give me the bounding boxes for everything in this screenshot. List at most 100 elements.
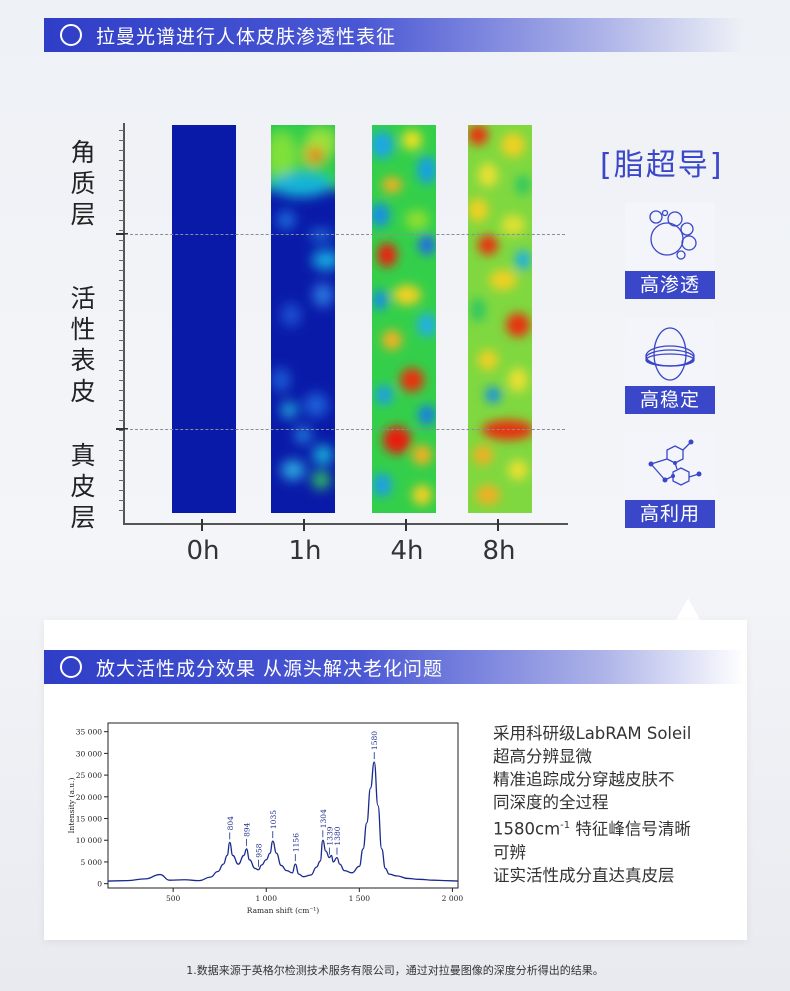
time-axis — [123, 523, 568, 525]
time-label: 1h — [288, 536, 322, 566]
section-banner: 放大活性成分效果 从源头解决老化问题 — [44, 650, 744, 684]
minor-tick — [119, 220, 124, 221]
minor-tick — [119, 170, 124, 171]
peak-label: 1035 — [269, 810, 278, 829]
layer-label-viable-epidermis: 活性表皮 — [70, 284, 96, 406]
y-tick-label: 30 000 — [76, 749, 102, 758]
minor-tick — [119, 400, 124, 401]
description-line: 采用科研级LabRAM Soleil — [493, 724, 692, 743]
peak-label: 804 — [226, 816, 235, 831]
time-label: 8h — [482, 536, 516, 566]
minor-tick — [119, 190, 124, 191]
minor-tick — [119, 300, 124, 301]
minor-tick — [119, 410, 124, 411]
minor-tick — [119, 340, 124, 341]
minor-tick — [119, 390, 124, 391]
raman-spectrum-svg: 0 5 000 10 000 15 000 20 000 25 000 30 000 35 0… — [67, 722, 464, 915]
minor-tick — [119, 150, 124, 151]
description-line: 1580cm-1 特征峰信号清晰 — [493, 819, 691, 839]
description-line: 可辨 — [493, 842, 526, 862]
x-tick-label: 1 000 — [256, 894, 278, 903]
heatmap-8h — [468, 125, 532, 513]
y-tick-label: 5 000 — [81, 858, 103, 867]
peak-label: 1380 — [333, 826, 342, 845]
heatmap-4h — [372, 125, 436, 513]
minor-tick — [119, 280, 124, 281]
y-tick-label: 20 000 — [76, 793, 102, 802]
time-label: 4h — [390, 536, 424, 566]
x-axis-label: Raman shift (cm⁻¹) — [247, 906, 320, 915]
peak-label: 1156 — [291, 833, 300, 852]
minor-tick — [119, 180, 124, 181]
bubbles-icon — [649, 209, 697, 260]
peak-label: 894 — [243, 822, 252, 837]
feature-card-penetration: 高渗透 — [625, 203, 715, 299]
time-tick — [201, 519, 203, 531]
minor-tick — [119, 420, 124, 421]
heatmap-1h — [271, 125, 335, 513]
minor-tick — [119, 490, 124, 491]
description-line: 同深度的全过程 — [493, 793, 609, 812]
time-tick — [303, 519, 305, 531]
x-tick-label: 500 — [166, 894, 181, 903]
y-tick-label: 10 000 — [76, 836, 102, 845]
feature-label: 高利用 — [625, 500, 715, 528]
minor-tick — [119, 480, 124, 481]
y-tick-label: 25 000 — [76, 771, 102, 780]
time-tick — [405, 519, 407, 531]
section-banner: 拉曼光谱进行人体皮肤渗透性表征 — [44, 18, 744, 52]
minor-tick — [119, 470, 124, 471]
layer-divider — [125, 234, 565, 235]
heatmap-0h — [172, 125, 236, 513]
layer-label-dermis: 真皮层 — [70, 441, 96, 532]
brand-title: [脂超导] — [600, 148, 724, 183]
minor-tick — [119, 320, 124, 321]
feature-label: 高渗透 — [625, 271, 715, 299]
minor-tick — [119, 270, 124, 271]
peak-label: 1304 — [319, 809, 328, 828]
footnote: 1.数据来源于英格尔检测技术服务有限公司，通过对拉曼图像的深度分析得出的结果。 — [186, 964, 604, 977]
spectrum-description: 采用科研级LabRAM Soleil 超高分辨显微 精准追踪成分穿越皮肤不 同深… — [493, 722, 733, 887]
y-tick-label: 35 000 — [76, 728, 102, 737]
peak-label: 958 — [254, 843, 263, 858]
minor-tick — [119, 240, 124, 241]
minor-tick — [119, 330, 124, 331]
layer-tick — [116, 233, 128, 235]
feature-card-stability: 高稳定 — [625, 318, 715, 414]
minor-tick — [119, 140, 124, 141]
y-tick-label: 15 000 — [76, 815, 102, 824]
plot-frame — [107, 722, 459, 889]
minor-tick — [119, 460, 124, 461]
peak-label: 1580 — [370, 731, 379, 750]
time-tick — [497, 519, 499, 531]
minor-tick — [119, 440, 124, 441]
layer-divider — [125, 429, 565, 430]
minor-tick — [119, 160, 124, 161]
minor-tick — [119, 370, 124, 371]
layer-tick — [116, 428, 128, 430]
minor-tick — [119, 210, 124, 211]
minor-tick — [119, 260, 124, 261]
minor-tick — [119, 290, 124, 291]
minor-tick — [119, 380, 124, 381]
x-tick-label: 2 000 — [442, 894, 464, 903]
minor-tick — [119, 350, 124, 351]
feature-card-utilization: 高利用 — [625, 432, 715, 528]
description-line: 证实活性成分直达真皮层 — [493, 865, 675, 885]
description-line: 超高分辨显微 — [493, 747, 592, 766]
y-axis-label: Intensity (a.u.) — [67, 777, 76, 833]
panel-pointer — [676, 598, 700, 620]
peak-label: 1339 — [325, 826, 334, 845]
circle-icon — [60, 24, 82, 46]
layer-label-stratum-corneum: 角质层 — [70, 138, 96, 229]
time-label: 0h — [186, 536, 220, 566]
depth-axis — [123, 123, 125, 525]
minor-tick — [119, 430, 124, 431]
minor-tick — [119, 500, 124, 501]
minor-tick — [119, 250, 124, 251]
molecule-icon — [648, 439, 702, 486]
section-title: 拉曼光谱进行人体皮肤渗透性表征 — [96, 25, 397, 48]
description-line: 精准追踪成分穿越皮肤不 — [493, 770, 675, 789]
minor-tick — [119, 130, 124, 131]
section-title: 放大活性成分效果 从源头解决老化问题 — [96, 657, 444, 680]
